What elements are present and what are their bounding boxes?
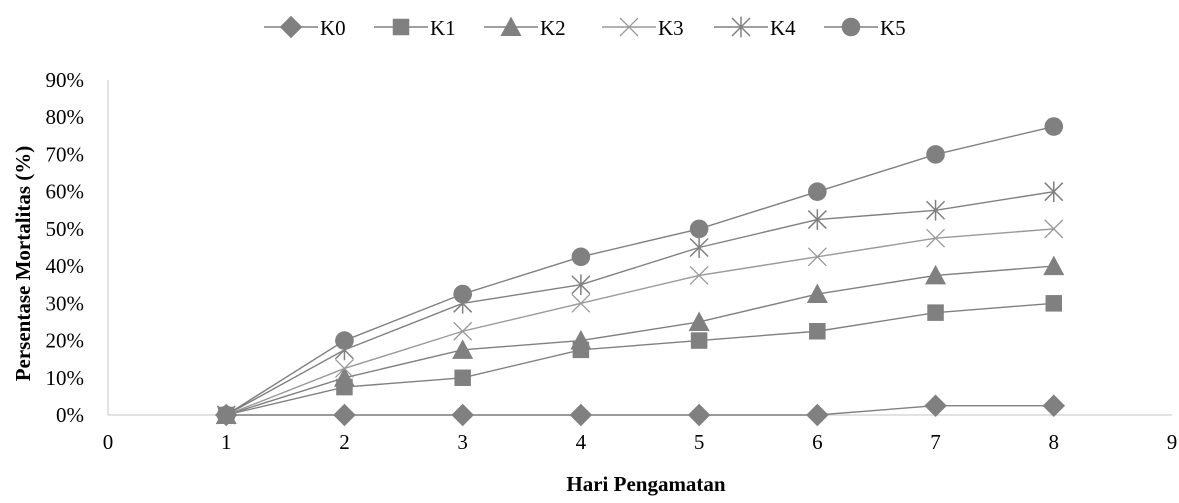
data-point-k4	[926, 199, 946, 221]
x-tick-label: 7	[930, 430, 941, 454]
data-point-k2	[688, 311, 710, 331]
legend-marker-k1	[392, 18, 410, 36]
data-point-k5	[1044, 117, 1064, 136]
data-point-k2	[570, 330, 592, 350]
legend-marker-k2	[500, 16, 522, 36]
data-point-k2	[806, 283, 828, 304]
series-line-k5	[225, 125, 1054, 416]
data-point-k0	[451, 403, 474, 427]
legend: K0 K1 K2 K3 K4 K5	[264, 15, 906, 40]
legend-marker-k3	[619, 17, 639, 37]
data-point-k0	[333, 403, 356, 427]
data-point-k2	[333, 367, 355, 387]
data-point-k0	[569, 403, 593, 427]
data-point-k3	[571, 293, 591, 313]
data-point-k2	[925, 264, 947, 285]
legend-marker-k4	[731, 16, 751, 38]
data-point-k4	[689, 237, 709, 258]
legend-label: K0	[320, 16, 346, 40]
legend-item-k0: K0	[264, 15, 346, 40]
data-point-k1	[1045, 295, 1063, 312]
data-point-k5	[453, 284, 472, 304]
data-point-k0	[806, 403, 829, 427]
data-point-k3	[807, 247, 827, 267]
data-point-k3	[926, 228, 946, 248]
y-tick-label: 10%	[46, 366, 85, 390]
legend-item-k3: K3	[602, 16, 684, 40]
data-point-k5	[335, 331, 354, 350]
x-axis-title: Hari Pengamatan	[566, 472, 726, 496]
series-lines	[225, 125, 1054, 416]
x-tick-label: 2	[339, 430, 350, 454]
axes	[107, 80, 1172, 416]
data-point-k0	[924, 394, 947, 417]
series-line-k2	[226, 265, 1054, 416]
data-point-k5	[808, 182, 827, 201]
legend-item-k2: K2	[484, 16, 566, 40]
data-point-k4	[1044, 181, 1064, 203]
x-tick-label: 9	[1167, 430, 1178, 454]
y-tick-label: 50%	[46, 217, 85, 241]
data-point-k5	[926, 145, 945, 164]
x-tick-label: 6	[812, 430, 823, 454]
data-point-k3	[689, 265, 709, 285]
data-point-k2	[452, 339, 474, 359]
y-tick-label: 70%	[46, 142, 85, 166]
data-point-k3	[453, 321, 473, 341]
data-point-k0	[687, 403, 711, 427]
data-point-k1	[454, 369, 471, 387]
x-tick-label: 1	[221, 430, 232, 454]
data-point-k5	[571, 247, 591, 267]
legend-label: K5	[880, 16, 906, 40]
data-point-k1	[809, 323, 826, 340]
y-tick-label: 0%	[56, 403, 84, 427]
legend-marker-k0	[279, 15, 303, 39]
series-line-k3	[225, 228, 1054, 416]
legend-item-k5: K5	[824, 16, 906, 40]
data-point-k2	[1043, 255, 1065, 276]
x-tick-label: 4	[576, 430, 587, 454]
data-point-k3	[1044, 219, 1064, 239]
y-tick-label: 20%	[46, 329, 85, 353]
y-axis-title: Persentase Mortalitas (%)	[11, 146, 35, 382]
data-point-k4	[571, 274, 591, 296]
legend-item-k4: K4	[714, 16, 796, 40]
x-tick-label: 5	[694, 430, 705, 454]
y-tick-label: 40%	[46, 254, 85, 278]
data-point-k5	[689, 219, 709, 239]
data-point-k4	[807, 209, 827, 230]
data-point-k3	[334, 359, 354, 378]
data-point-k1	[927, 304, 944, 321]
x-tick-label: 3	[457, 430, 468, 454]
data-point-k0	[1042, 394, 1066, 417]
series-markers	[214, 117, 1066, 427]
series-line-k4	[225, 190, 1054, 416]
tick-labels: 0 1 2 3 4 5 6 7 8 90%10%20%30%40%50%60%70%80%90%	[46, 68, 1178, 454]
legend-label: K2	[540, 16, 566, 40]
y-tick-label: 60%	[46, 180, 85, 204]
legend-label: K3	[658, 16, 684, 40]
series-line-k1	[226, 302, 1054, 416]
data-point-k1	[690, 332, 708, 349]
data-point-k5	[216, 405, 236, 425]
legend-marker-k5	[841, 17, 861, 37]
legend-label: K1	[430, 16, 456, 40]
y-tick-label: 30%	[46, 291, 85, 315]
x-tick-label: 8	[1049, 430, 1060, 454]
legend-item-k1: K1	[374, 16, 456, 40]
legend-label: K4	[770, 16, 796, 40]
series-line-k0	[226, 404, 1054, 416]
y-tick-label: 80%	[46, 105, 85, 129]
y-tick-label: 90%	[46, 68, 85, 92]
x-tick-label: 0	[103, 430, 114, 454]
